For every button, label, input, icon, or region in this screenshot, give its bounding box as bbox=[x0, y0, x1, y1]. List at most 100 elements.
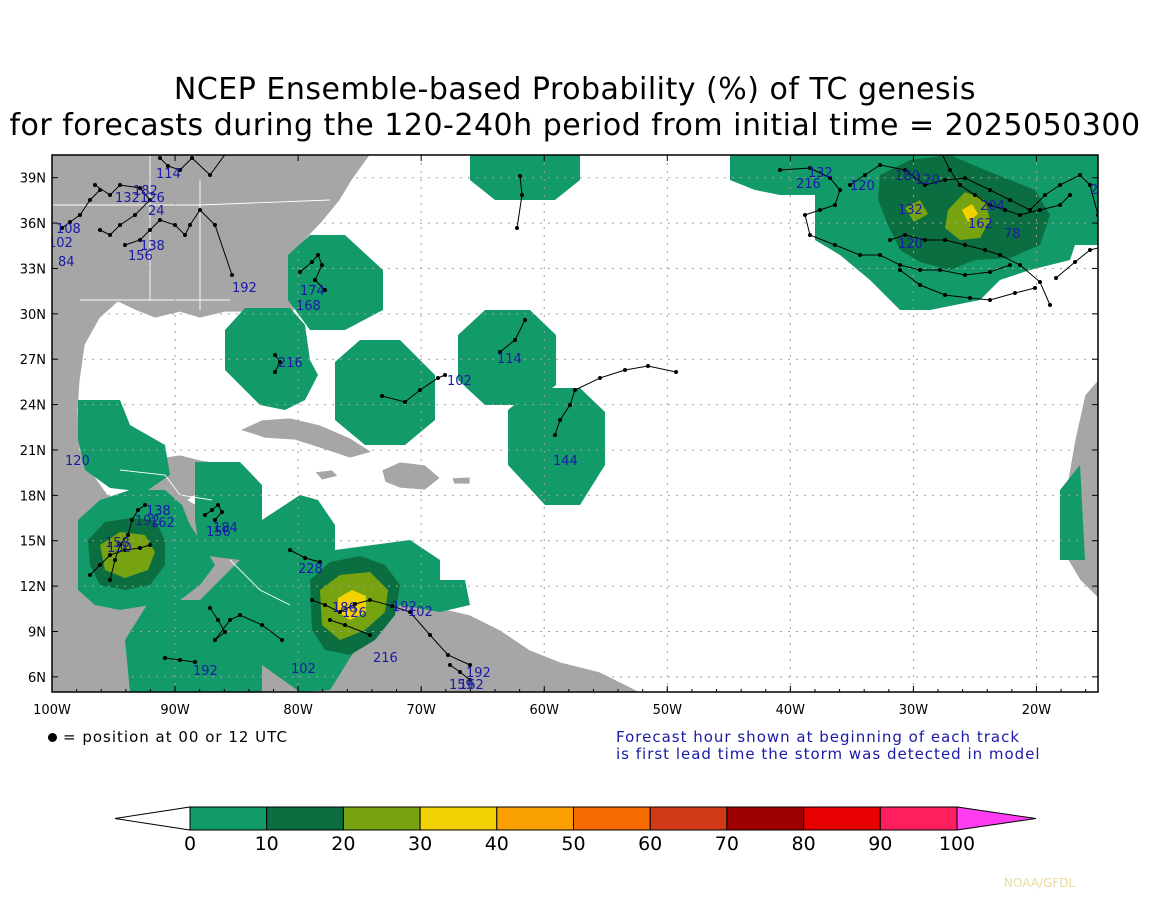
track-position-dot bbox=[808, 233, 812, 237]
track-position-dot bbox=[278, 360, 282, 364]
track-hour-label: 182 bbox=[133, 184, 158, 199]
track-hour-label: 78 bbox=[1004, 227, 1021, 242]
track-position-dot bbox=[183, 233, 187, 237]
track-position-dot bbox=[988, 298, 992, 302]
track-position-dot bbox=[143, 503, 147, 507]
track-position-dot bbox=[1058, 203, 1062, 207]
track-position-dot bbox=[573, 388, 577, 392]
track-position-dot bbox=[158, 218, 162, 222]
track-hour-label: 216 bbox=[796, 177, 821, 192]
track-position-dot bbox=[316, 253, 320, 257]
track-position-dot bbox=[408, 610, 412, 614]
track-position-dot bbox=[943, 238, 947, 242]
storm-track bbox=[299, 254, 326, 291]
cuba-land bbox=[238, 417, 373, 459]
track-position-dot bbox=[803, 213, 807, 217]
track-position-dot bbox=[1013, 291, 1017, 295]
track-hour-label: 162 bbox=[968, 217, 993, 232]
track-position-dot bbox=[223, 630, 227, 634]
track-position-dot bbox=[1018, 263, 1022, 267]
track-position-dot bbox=[88, 573, 92, 577]
track-position-dot bbox=[320, 263, 324, 267]
track-position-dot bbox=[130, 518, 134, 522]
graticule bbox=[52, 155, 1098, 692]
track-position-dot bbox=[88, 198, 92, 202]
track-position-dot bbox=[60, 226, 64, 230]
lat-label: 24N bbox=[20, 399, 46, 414]
track-position-dot bbox=[136, 508, 140, 512]
track-position-dot bbox=[68, 220, 72, 224]
track-position-dot bbox=[118, 223, 122, 227]
track-hour-label: 132 bbox=[115, 191, 140, 206]
track-position-dot bbox=[988, 203, 992, 207]
track-position-dot bbox=[833, 203, 837, 207]
track-position-dot bbox=[778, 168, 782, 172]
track-position-dot bbox=[558, 418, 562, 422]
track-position-dot bbox=[318, 560, 322, 564]
track-position-dot bbox=[148, 543, 152, 547]
track-hour-label: 102 bbox=[48, 236, 73, 251]
track-position-dot bbox=[368, 598, 372, 602]
track-position-dot bbox=[328, 618, 332, 622]
track-position-dot bbox=[848, 183, 852, 187]
prob-area-west-africa bbox=[1060, 465, 1085, 560]
track-position-dot bbox=[78, 213, 82, 217]
track-position-dot bbox=[818, 208, 822, 212]
track-position-dot bbox=[1028, 208, 1032, 212]
storm-track bbox=[311, 599, 471, 666]
track-hour-label: 216 bbox=[278, 356, 303, 371]
prob-area-florida bbox=[225, 308, 318, 410]
track-position-dot bbox=[963, 243, 967, 247]
probability-shading bbox=[78, 155, 1098, 692]
track-hour-label: 108 bbox=[56, 222, 81, 237]
track-hour-label: 184 bbox=[213, 521, 238, 536]
track-position-dot bbox=[1043, 193, 1047, 197]
track-hour-label: 150 bbox=[107, 541, 132, 556]
prob-area-central-america bbox=[125, 462, 470, 692]
track-position-dot bbox=[1008, 263, 1012, 267]
forecast-note-line2: is first lead time the storm was detecte… bbox=[616, 745, 1041, 763]
track-position-dot bbox=[513, 338, 517, 342]
track-hour-label: 204 bbox=[1090, 183, 1115, 198]
track-position-dot bbox=[998, 253, 1002, 257]
track-position-dot bbox=[210, 508, 214, 512]
track-hour-label: 102 bbox=[447, 374, 472, 389]
lat-label: 15N bbox=[20, 535, 46, 550]
track-position-dot bbox=[138, 546, 142, 550]
track-hour-label: 126 bbox=[342, 606, 367, 621]
track-position-dot bbox=[123, 243, 127, 247]
prob-area-azores-40 bbox=[962, 204, 978, 222]
lat-label: 18N bbox=[20, 489, 46, 504]
track-position-dot bbox=[443, 373, 447, 377]
track-position-dot bbox=[918, 268, 922, 272]
track-position-dot bbox=[828, 176, 832, 180]
lon-label: 80W bbox=[283, 703, 313, 718]
dot-legend-text: = position at 00 or 12 UTC bbox=[63, 728, 288, 746]
lat-label: 6N bbox=[28, 671, 46, 686]
track-position-dot bbox=[213, 638, 217, 642]
track-position-dot bbox=[878, 163, 882, 167]
track-position-dot bbox=[938, 148, 942, 152]
track-position-dot bbox=[646, 364, 650, 368]
track-position-dot bbox=[380, 394, 384, 398]
prob-area-caribbean-40 bbox=[338, 590, 366, 620]
track-position-dot bbox=[190, 156, 194, 160]
track-hour-label: 174 bbox=[300, 284, 325, 299]
track-position-dot bbox=[178, 168, 182, 172]
track-position-dot bbox=[1048, 303, 1052, 307]
track-position-dot bbox=[898, 268, 902, 272]
track-position-dot bbox=[903, 233, 907, 237]
prob-area-bahamas bbox=[335, 340, 435, 445]
dot-legend: = position at 00 or 12 UTC bbox=[48, 728, 288, 746]
track-position-dot bbox=[1118, 228, 1122, 232]
track-position-dot bbox=[216, 618, 220, 622]
track-position-dot bbox=[458, 670, 462, 674]
track-position-dot bbox=[1058, 183, 1062, 187]
track-hour-label: 159 bbox=[449, 678, 474, 693]
track-positions bbox=[60, 148, 1122, 682]
lat-label: 36N bbox=[20, 217, 46, 232]
track-position-dot bbox=[280, 638, 284, 642]
track-position-dot bbox=[403, 400, 407, 404]
track-hour-label: 192 bbox=[466, 666, 491, 681]
track-position-dot bbox=[98, 563, 102, 567]
